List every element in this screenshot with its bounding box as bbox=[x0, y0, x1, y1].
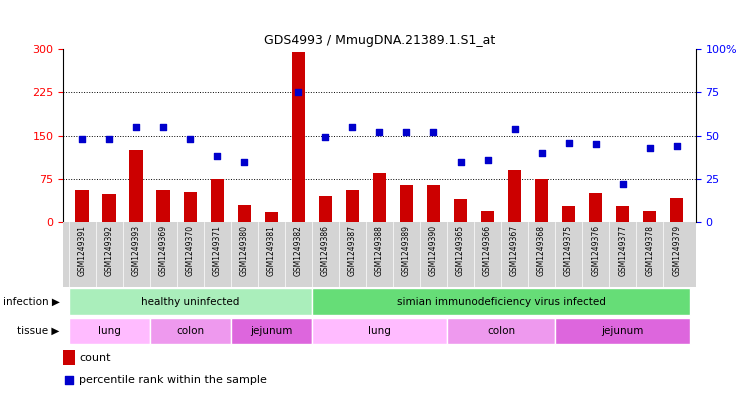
Bar bbox=[292, 52, 305, 222]
Point bbox=[644, 145, 655, 151]
Point bbox=[481, 157, 493, 163]
Text: GSM1249389: GSM1249389 bbox=[402, 225, 411, 276]
Bar bbox=[312, 288, 690, 315]
Text: simian immunodeficiency virus infected: simian immunodeficiency virus infected bbox=[397, 297, 606, 307]
Bar bbox=[68, 288, 312, 315]
Point bbox=[562, 140, 574, 146]
Text: GSM1249390: GSM1249390 bbox=[429, 225, 438, 276]
Text: GSM1249381: GSM1249381 bbox=[267, 225, 276, 276]
Text: GSM1249382: GSM1249382 bbox=[294, 225, 303, 276]
Point bbox=[373, 129, 385, 135]
Point bbox=[347, 124, 359, 130]
Text: GSM1249393: GSM1249393 bbox=[132, 225, 141, 276]
Text: lung: lung bbox=[368, 326, 391, 336]
Text: GSM1249386: GSM1249386 bbox=[321, 225, 330, 276]
Bar bbox=[508, 170, 522, 222]
Point bbox=[455, 158, 466, 165]
Title: GDS4993 / MmugDNA.21389.1.S1_at: GDS4993 / MmugDNA.21389.1.S1_at bbox=[264, 33, 495, 46]
Point bbox=[103, 136, 115, 142]
Text: lung: lung bbox=[97, 326, 121, 336]
Text: GSM1249380: GSM1249380 bbox=[240, 225, 248, 276]
Bar bbox=[562, 206, 575, 222]
Text: GSM1249377: GSM1249377 bbox=[618, 225, 627, 276]
Point bbox=[400, 129, 412, 135]
Bar bbox=[643, 211, 656, 222]
Bar bbox=[616, 206, 629, 222]
Point bbox=[185, 136, 196, 142]
Text: colon: colon bbox=[176, 326, 205, 336]
Bar bbox=[670, 198, 684, 222]
Bar bbox=[454, 199, 467, 222]
Text: GSM1249375: GSM1249375 bbox=[564, 225, 573, 276]
Text: GSM1249365: GSM1249365 bbox=[456, 225, 465, 276]
Text: GSM1249391: GSM1249391 bbox=[77, 225, 86, 276]
Text: GSM1249371: GSM1249371 bbox=[213, 225, 222, 276]
Text: GSM1249369: GSM1249369 bbox=[158, 225, 167, 276]
Bar bbox=[346, 190, 359, 222]
Bar bbox=[68, 318, 150, 344]
Text: GSM1249392: GSM1249392 bbox=[105, 225, 114, 276]
Text: GSM1249368: GSM1249368 bbox=[537, 225, 546, 276]
Text: GSM1249379: GSM1249379 bbox=[673, 225, 682, 276]
Text: jejunum: jejunum bbox=[250, 326, 292, 336]
Bar bbox=[427, 185, 440, 222]
Point bbox=[157, 124, 169, 130]
Point bbox=[536, 150, 548, 156]
Bar bbox=[156, 190, 170, 222]
Point bbox=[292, 89, 304, 95]
Point bbox=[63, 376, 75, 383]
Text: GSM1249370: GSM1249370 bbox=[186, 225, 195, 276]
Bar bbox=[373, 173, 386, 222]
Point bbox=[509, 125, 521, 132]
Text: count: count bbox=[79, 353, 111, 363]
Bar bbox=[447, 318, 555, 344]
Point bbox=[590, 141, 602, 147]
Text: GSM1249366: GSM1249366 bbox=[483, 225, 492, 276]
Bar bbox=[231, 318, 312, 344]
Bar bbox=[589, 193, 603, 222]
Point bbox=[76, 136, 88, 142]
Text: colon: colon bbox=[487, 326, 515, 336]
Bar bbox=[237, 205, 251, 222]
Bar bbox=[312, 318, 447, 344]
Text: healthy uninfected: healthy uninfected bbox=[141, 297, 240, 307]
Point bbox=[238, 158, 250, 165]
Bar bbox=[481, 211, 494, 222]
Bar bbox=[75, 190, 89, 222]
Point bbox=[617, 181, 629, 187]
Text: GSM1249388: GSM1249388 bbox=[375, 225, 384, 276]
Text: tissue ▶: tissue ▶ bbox=[17, 326, 60, 336]
Bar bbox=[318, 196, 332, 222]
Text: jejunum: jejunum bbox=[601, 326, 644, 336]
Bar bbox=[184, 192, 197, 222]
Bar bbox=[129, 150, 143, 222]
Point bbox=[671, 143, 683, 149]
Bar bbox=[535, 179, 548, 222]
Text: GSM1249376: GSM1249376 bbox=[591, 225, 600, 276]
Text: percentile rank within the sample: percentile rank within the sample bbox=[79, 375, 267, 385]
Text: GSM1249387: GSM1249387 bbox=[348, 225, 357, 276]
Bar bbox=[555, 318, 690, 344]
Point bbox=[211, 153, 223, 160]
Bar bbox=[150, 318, 231, 344]
Text: GSM1249367: GSM1249367 bbox=[510, 225, 519, 276]
Bar bbox=[265, 212, 278, 222]
Bar bbox=[63, 350, 74, 365]
Text: GSM1249378: GSM1249378 bbox=[645, 225, 654, 276]
Bar bbox=[103, 195, 116, 222]
Point bbox=[319, 134, 331, 140]
Point bbox=[428, 129, 440, 135]
Bar bbox=[211, 179, 224, 222]
Point bbox=[130, 124, 142, 130]
Bar bbox=[400, 185, 413, 222]
Text: infection ▶: infection ▶ bbox=[3, 297, 60, 307]
